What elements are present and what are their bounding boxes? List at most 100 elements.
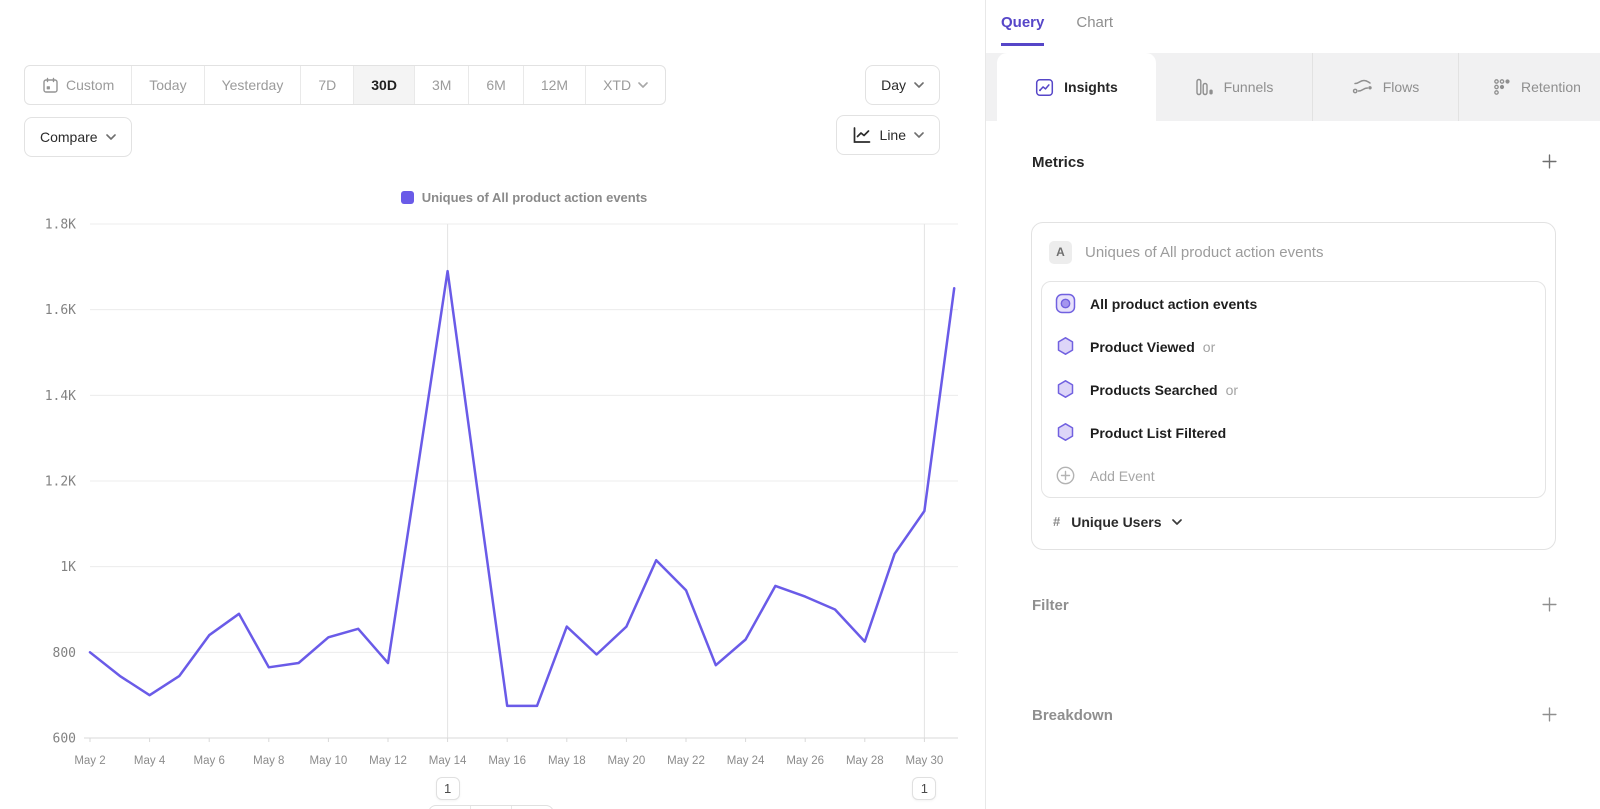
compare-label: Compare <box>40 129 98 145</box>
tab-retention[interactable]: Retention <box>1458 53 1600 121</box>
chevron-down-icon <box>914 82 924 88</box>
svg-text:May 4: May 4 <box>134 755 166 767</box>
funnels-icon <box>1195 78 1213 96</box>
report-type-tabs: Insights Funnels Flows Retention <box>986 53 1600 121</box>
date-range-30d[interactable]: 30D <box>353 66 414 104</box>
breakdown-section-header: Breakdown <box>1032 706 1558 724</box>
event-hexagon-icon <box>1057 337 1074 355</box>
aggregation-selector[interactable]: # Unique Users <box>1032 498 1555 545</box>
event-operator: or <box>1202 338 1216 355</box>
add-event-icon <box>1056 466 1075 485</box>
legend-label: Uniques of All product action events <box>421 190 648 205</box>
event-label: Product Viewed <box>1090 338 1195 355</box>
event-row[interactable]: All product action events <box>1042 282 1545 325</box>
svg-text:1.8K: 1.8K <box>45 218 76 233</box>
tab-funnels[interactable]: Funnels <box>1156 53 1312 121</box>
svg-text:May 24: May 24 <box>727 755 765 767</box>
chevron-down-icon <box>105 134 116 140</box>
event-hexagon-icon <box>1057 380 1074 398</box>
breakdown-title: Breakdown <box>1032 706 1113 724</box>
event-label: Product List Filtered <box>1090 424 1227 441</box>
svg-text:May 14: May 14 <box>429 755 467 767</box>
metric-card-header: A Uniques of All product action events <box>1032 223 1555 281</box>
event-row[interactable]: Product List Filtered <box>1042 411 1545 454</box>
plus-icon <box>1541 154 1557 169</box>
date-range-custom[interactable]: Custom <box>25 66 131 104</box>
add-event-label: Add Event <box>1090 467 1155 484</box>
add-event-button[interactable]: Add Event <box>1042 454 1545 497</box>
insights-icon <box>1036 78 1054 96</box>
svg-text:May 2: May 2 <box>74 755 105 767</box>
event-label: Products Searched <box>1090 381 1218 398</box>
svg-text:May 8: May 8 <box>253 755 284 767</box>
svg-text:May 16: May 16 <box>488 755 526 767</box>
date-range-today[interactable]: Today <box>131 66 203 104</box>
plus-icon <box>1541 597 1557 612</box>
chevron-down-icon <box>914 132 924 138</box>
event-list: All product action events Product Viewed o… <box>1041 281 1546 498</box>
calendar-icon <box>43 77 58 93</box>
compare-dropdown[interactable]: Compare <box>24 117 132 157</box>
event-row[interactable]: Products Searched or <box>1042 368 1545 411</box>
svg-text:1.6K: 1.6K <box>45 303 76 318</box>
svg-text:May 10: May 10 <box>310 755 348 767</box>
chevron-down-icon <box>1172 518 1183 525</box>
granularity-label: Day <box>881 77 906 93</box>
legend-swatch <box>400 191 414 204</box>
date-range-7d[interactable]: 7D <box>300 66 353 104</box>
tab-insights[interactable]: Insights <box>997 53 1156 121</box>
svg-text:May 12: May 12 <box>369 755 407 767</box>
svg-text:May 22: May 22 <box>667 755 705 767</box>
plus-icon <box>1541 707 1557 722</box>
svg-text:1.4K: 1.4K <box>45 389 76 404</box>
svg-text:May 26: May 26 <box>786 755 824 767</box>
number-sign-icon: # <box>1053 514 1061 529</box>
granularity-dropdown[interactable]: Day <box>865 65 940 105</box>
tab-query[interactable]: Query <box>1001 14 1045 46</box>
date-range-xtd[interactable]: XTD <box>585 66 665 104</box>
date-range-3m[interactable]: 3M <box>413 66 468 104</box>
svg-text:1.2K: 1.2K <box>45 475 76 490</box>
chart-pagination-control-partial[interactable] <box>428 805 554 809</box>
series-title: Uniques of All product action events <box>1085 243 1324 261</box>
annotation-badge-may-30[interactable]: 1 <box>912 777 937 800</box>
metrics-title: Metrics <box>1032 153 1085 171</box>
chart-pane: 600 800 1K 1.2K 1.4K 1.6K 1.8K May 2 May 4 May 6 M… <box>24 65 958 809</box>
chart-type-dropdown[interactable]: Line <box>835 115 940 155</box>
date-range-yesterday[interactable]: Yesterday <box>203 66 301 104</box>
event-row[interactable]: Product Viewed or <box>1042 325 1545 368</box>
add-filter-button[interactable] <box>1540 596 1558 614</box>
flows-icon <box>1352 79 1372 94</box>
retention-icon <box>1494 79 1510 95</box>
date-range-control: Custom Today Yesterday 7D 30D 3M 6M 12M XTD <box>24 65 667 105</box>
date-range-6m[interactable]: 6M <box>468 66 522 104</box>
svg-text:May 20: May 20 <box>608 755 646 767</box>
all-events-icon <box>1055 293 1076 314</box>
event-hexagon-icon <box>1057 423 1074 441</box>
annotation-badge-may-14[interactable]: 1 <box>435 777 460 800</box>
metrics-section-header: Metrics <box>1032 153 1558 171</box>
svg-text:800: 800 <box>53 646 76 661</box>
line-chart-icon <box>853 126 870 143</box>
add-breakdown-button[interactable] <box>1540 706 1558 724</box>
svg-text:May 30: May 30 <box>906 755 944 767</box>
query-panel: Query Chart Insights Funnels Flows Retentio… <box>985 0 1600 809</box>
filter-section-header: Filter <box>1032 596 1558 614</box>
svg-text:600: 600 <box>53 732 76 747</box>
add-metric-button[interactable] <box>1540 153 1558 171</box>
svg-text:May 6: May 6 <box>194 755 225 767</box>
date-range-12m[interactable]: 12M <box>522 66 585 104</box>
chevron-down-icon <box>638 82 648 88</box>
event-label: All product action events <box>1090 295 1258 312</box>
chart-legend: Uniques of All product action events <box>90 190 958 205</box>
tab-flows[interactable]: Flows <box>1312 53 1458 121</box>
aggregation-label: Unique Users <box>1071 513 1162 530</box>
filter-title: Filter <box>1032 596 1069 614</box>
svg-text:May 28: May 28 <box>846 755 884 767</box>
svg-text:May 18: May 18 <box>548 755 586 767</box>
series-badge: A <box>1049 240 1072 264</box>
tab-chart[interactable]: Chart <box>1076 14 1114 31</box>
metric-card: A Uniques of All product action events A… <box>1031 222 1556 550</box>
svg-text:1K: 1K <box>60 560 76 575</box>
chart-type-label: Line <box>879 127 906 143</box>
